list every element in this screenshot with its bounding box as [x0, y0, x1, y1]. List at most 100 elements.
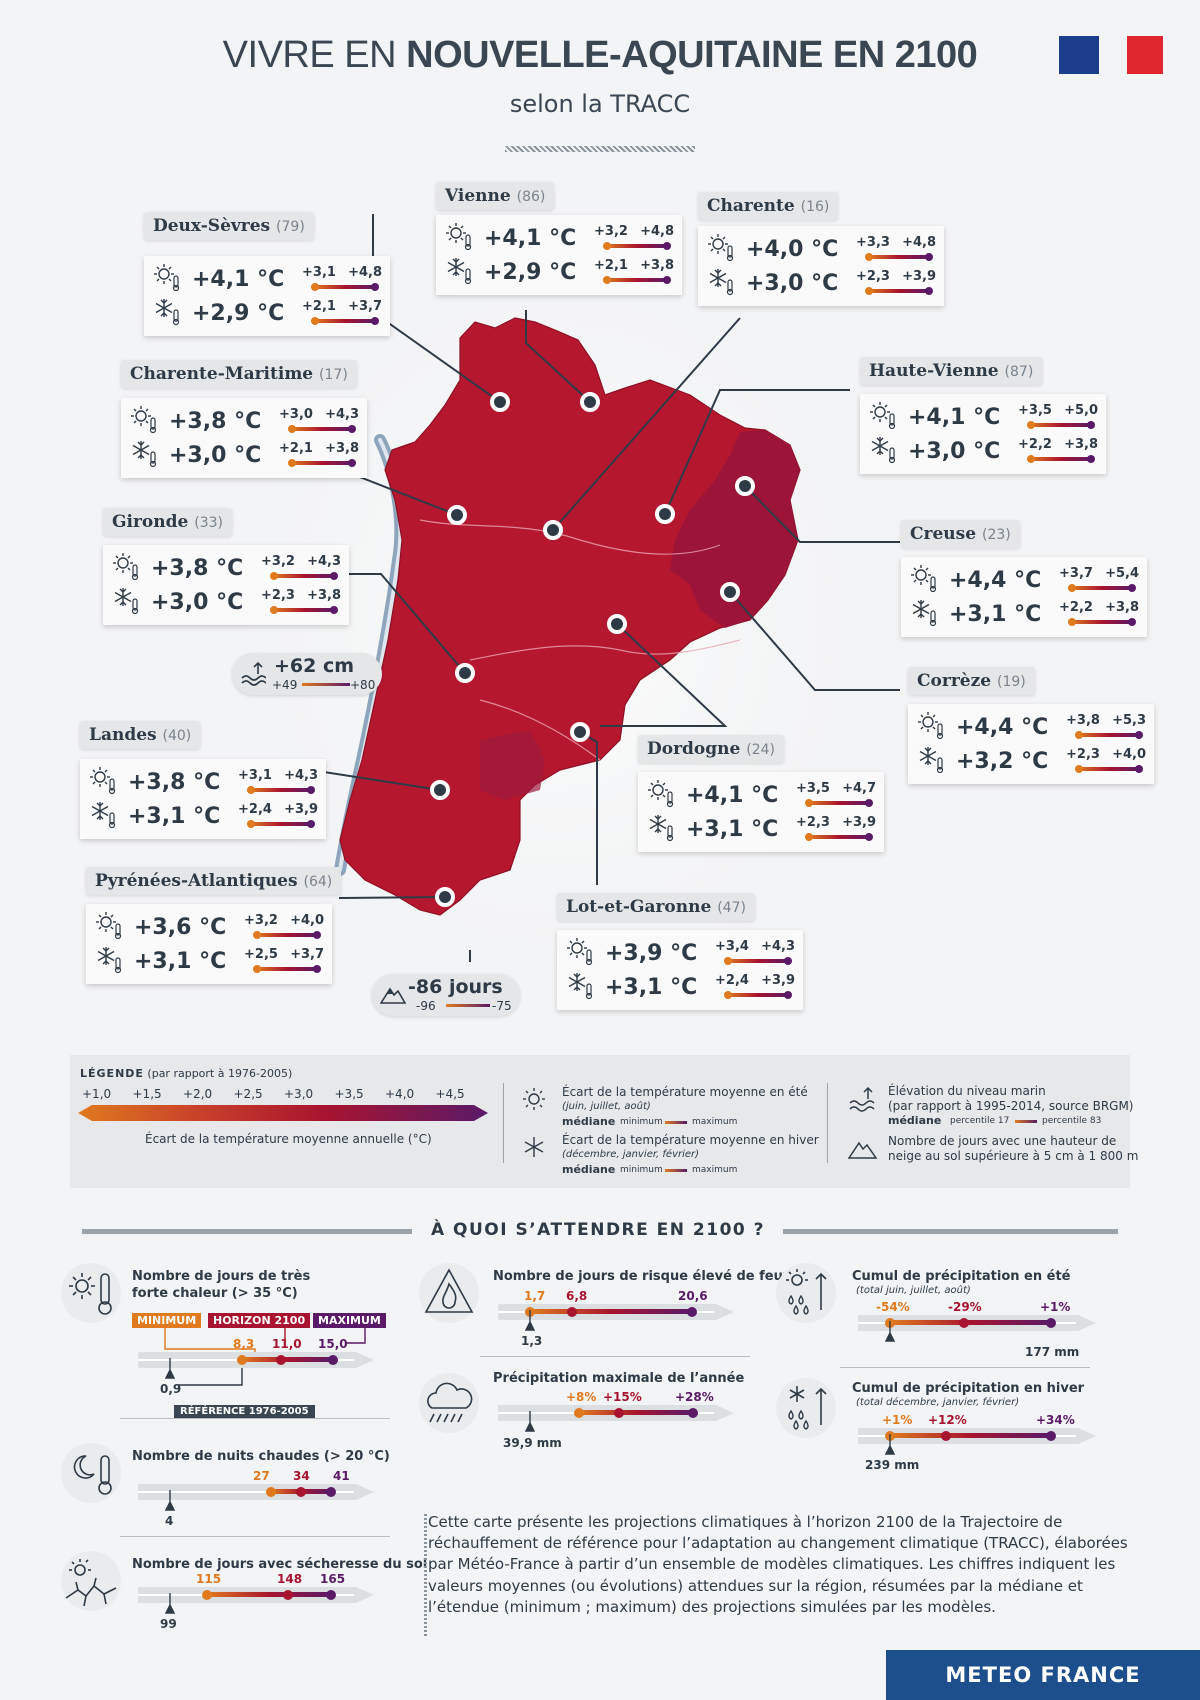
heat-days-title: Nombre de jours de très forte chaleur (> …	[132, 1269, 311, 1301]
winter-row: +3,0 °C +2,3 +3,9	[706, 266, 936, 300]
summer-row-max: +4,3	[325, 407, 359, 422]
winter-row-range: +2,1 +3,7	[302, 298, 382, 328]
leader-line	[664, 389, 850, 515]
max-precip-gauge	[498, 1403, 734, 1437]
range-max-dot	[371, 317, 379, 325]
summer-row-min: +3,3	[856, 235, 890, 250]
range-max-dot	[784, 991, 792, 999]
range-bar	[1030, 423, 1092, 427]
sea-level-value: +62 cm	[274, 655, 355, 677]
summer-row-min: +3,1	[302, 265, 336, 280]
summer-row: +4,1 °C +3,5 +4,7	[646, 778, 876, 812]
winter-row: +3,0 °C +2,3 +3,8	[111, 585, 341, 619]
summer-row-value: +3,8 °C	[151, 555, 244, 581]
warm-nights-gauge	[138, 1482, 374, 1516]
range-bar	[273, 574, 335, 578]
department-name: Haute-Vienne	[869, 361, 999, 381]
tag-horizon-2100: HORIZON 2100	[208, 1313, 311, 1328]
legend-tick: +3,5	[334, 1087, 364, 1101]
legend-tick: +2,0	[183, 1087, 213, 1101]
winter-row-range: +2,4 +3,9	[715, 972, 795, 1002]
legend-winter-label: Écart de la température moyenne en hiver	[562, 1133, 819, 1147]
range-max-dot	[1135, 731, 1143, 739]
section-title: À QUOI S’ATTENDRE EN 2100 ?	[430, 1220, 766, 1240]
range-max-dot	[663, 242, 671, 250]
range-max-dot	[330, 606, 338, 614]
gauge-reference-marker	[884, 1434, 896, 1455]
sea-level-pill: +62 cm +49 +80	[232, 653, 382, 695]
winter-row-min: +2,4	[238, 802, 272, 817]
winter-row-max: +3,7	[290, 947, 324, 962]
winter-row-min: +2,4	[715, 973, 749, 988]
range-max-dot	[1087, 455, 1095, 463]
leader-line	[729, 591, 900, 691]
range-bar	[868, 255, 930, 259]
winter-row: +3,1 °C +2,4 +3,9	[565, 970, 795, 1004]
sun-rain-icon	[776, 1263, 836, 1323]
wprecip-ref: 239 mm	[865, 1458, 920, 1472]
republique-logo	[1059, 36, 1163, 74]
gauge-median-dot	[283, 1590, 293, 1600]
reference-label: RÉFÉRENCE 1976-2005	[174, 1405, 315, 1418]
heat-min: 8,3	[233, 1337, 255, 1351]
station-marker	[447, 505, 467, 525]
department-number: (87)	[1004, 364, 1034, 380]
range-max-dot	[348, 425, 356, 433]
range-max-dot	[663, 276, 671, 284]
range-min-dot	[1068, 618, 1076, 626]
gauge-median-dot	[959, 1318, 969, 1328]
meteo-france-logo: METEO FRANCE	[886, 1650, 1200, 1700]
description-text: Cette carte présente les projections cli…	[428, 1513, 1128, 1616]
summer-row-max: +4,3	[284, 768, 318, 783]
summer-row-max: +5,4	[1105, 566, 1139, 581]
department-number: (33)	[194, 515, 224, 531]
range-max-dot	[1135, 765, 1143, 773]
winter-row-max: +3,8	[640, 258, 674, 273]
sprecip-min: -54%	[876, 1300, 910, 1314]
winter-row-range: +2,4 +3,9	[238, 801, 318, 831]
legend-tick: +1,0	[82, 1087, 112, 1101]
range-min-dot	[288, 459, 296, 467]
summer-row-min: +3,4	[715, 939, 749, 954]
winter-row: +3,1 °C +2,5 +3,7	[94, 944, 324, 978]
summer-row-value: +3,8 °C	[169, 408, 262, 434]
winter-row: +3,1 °C +2,2 +3,8	[909, 597, 1139, 631]
summer-row-min: +3,8	[1066, 713, 1100, 728]
range-bar	[256, 933, 318, 937]
description-rule	[424, 1514, 427, 1636]
department-name: Vienne	[445, 186, 511, 206]
separator	[120, 1418, 390, 1419]
snowflake-thermometer-icon	[868, 434, 898, 468]
legend-scale-bar	[78, 1105, 488, 1121]
heat-connectors	[164, 1327, 366, 1386]
department-card: +4,0 °C +3,3 +4,8 +3,0 °C +2,3 +3,9	[698, 226, 944, 306]
gauge-max-dot	[1046, 1431, 1056, 1441]
summer-row-max: +4,3	[307, 554, 341, 569]
station-marker	[543, 520, 563, 540]
gauge-min-dot	[237, 1355, 247, 1365]
winter-row-min: +2,3	[856, 269, 890, 284]
snow-days-value: -86 jours	[408, 976, 503, 998]
range-max-dot	[865, 799, 873, 807]
winter-row-min: +2,3	[1066, 747, 1100, 762]
range-max-dot	[348, 459, 356, 467]
summer-row-value: +4,0 °C	[746, 236, 839, 262]
snowflake-thermometer-icon	[444, 255, 474, 289]
summer-row-range: +3,1 +4,3	[238, 767, 318, 797]
heat-max: 15,0	[318, 1337, 348, 1351]
sun-thermometer-icon	[916, 710, 946, 744]
department-name: Charente	[707, 196, 795, 216]
summer-row-max: +4,3	[761, 939, 795, 954]
maxprecip-ref: 39,9 mm	[503, 1436, 562, 1450]
station-marker	[655, 504, 675, 524]
gauge-range-bar	[207, 1592, 331, 1597]
department-name-tag: Deux-Sèvres (79)	[144, 212, 314, 240]
summer-row-max: +5,0	[1064, 403, 1098, 418]
summer-row-max: +4,8	[902, 235, 936, 250]
department-number: (86)	[516, 189, 546, 205]
legend-winter-median: médiane	[562, 1163, 616, 1176]
legend-tick: +4,5	[435, 1087, 465, 1101]
fire-median: 6,8	[566, 1289, 588, 1303]
summer-row-min: +3,5	[796, 781, 830, 796]
winter-row-value: +3,1 °C	[686, 816, 779, 842]
